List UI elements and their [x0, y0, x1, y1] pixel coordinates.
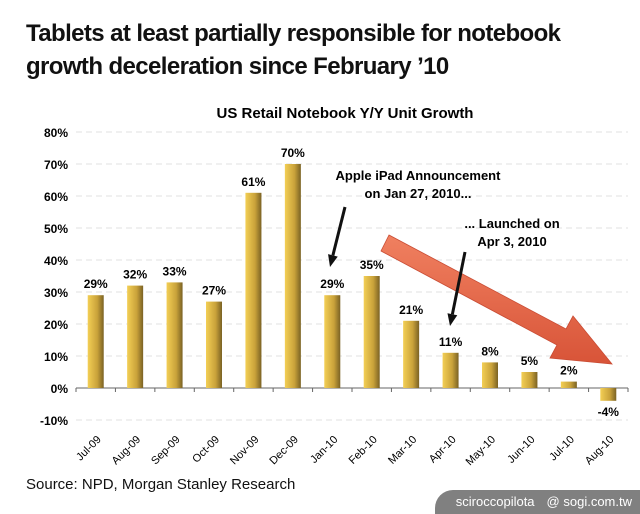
bar-Jul-10	[560, 381, 577, 388]
x-tick-label: Mar-10	[386, 434, 419, 467]
data-label: 70%	[281, 146, 305, 160]
bar-May-10	[482, 362, 498, 388]
data-label: 2%	[560, 364, 578, 378]
bar-Nov-09	[245, 192, 262, 388]
y-tick-label: 70%	[44, 158, 68, 172]
x-tick-label: Aug-10	[583, 434, 617, 468]
headline-line-1: Tablets at least partially responsible f…	[26, 20, 561, 47]
y-tick-label: 20%	[44, 318, 68, 332]
y-tick-label: 10%	[44, 350, 68, 364]
y-tick-label: 60%	[44, 190, 68, 204]
headline-line-2: growth deceleration since February ’10	[26, 53, 449, 80]
data-label: 11%	[439, 335, 463, 349]
bar-Apr-10	[442, 352, 459, 388]
pointer-arrow-launch	[447, 251, 467, 326]
data-label: 61%	[241, 175, 265, 189]
data-label: 8%	[481, 344, 499, 358]
bar-Aug-10	[600, 388, 617, 401]
bar-Feb-10	[363, 276, 380, 388]
y-tick-label: 80%	[44, 126, 68, 140]
annotation-announcement-line-2: on Jan 27, 2010...	[365, 186, 472, 201]
bar-Sep-09	[166, 282, 183, 388]
watermark: sciroccopilota @ sogi.com.tw	[435, 490, 640, 514]
trend-arrow	[380, 234, 613, 365]
x-tick-label: Jan-10	[308, 434, 340, 466]
bar-Dec-09	[284, 164, 301, 388]
data-label: -4%	[598, 405, 620, 419]
data-label: 27%	[202, 284, 226, 298]
y-tick-label: 0%	[51, 382, 69, 396]
bar-Jul-09	[87, 295, 104, 388]
watermark-site: @ sogi.com.tw	[546, 494, 632, 509]
annotation-announcement-line-1: Apple iPad Announcement	[336, 168, 502, 183]
data-label: 32%	[123, 268, 147, 282]
y-tick-label: 30%	[44, 286, 68, 300]
x-tick-label: Nov-09	[228, 434, 262, 468]
x-tick-label: Jul-09	[74, 434, 104, 464]
bar-Oct-09	[206, 301, 222, 388]
bar-Aug-09	[127, 285, 144, 388]
x-tick-label: Oct-09	[190, 434, 222, 466]
x-tick-label: Sep-09	[149, 434, 183, 468]
data-label: 21%	[399, 303, 423, 317]
x-tick-label: Aug-09	[110, 434, 144, 468]
annotation-launch-line-2: Apr 3, 2010	[477, 234, 546, 249]
x-tick-label: Jun-10	[505, 434, 537, 466]
y-tick-label: -10%	[40, 414, 68, 428]
annotation-launch-line-1: ... Launched on	[464, 216, 559, 231]
chart-title: US Retail Notebook Y/Y Unit Growth	[217, 105, 474, 122]
x-tick-label: Feb-10	[347, 434, 380, 467]
data-label: 5%	[521, 354, 539, 368]
bar-Mar-10	[403, 320, 420, 388]
x-tick-label: Dec-09	[267, 434, 301, 468]
y-tick-label: 40%	[44, 254, 68, 268]
bar-Jun-10	[521, 372, 538, 388]
x-tick-label: Apr-10	[427, 434, 459, 466]
pointer-arrow-announcement	[328, 206, 347, 267]
data-label: 29%	[84, 277, 108, 291]
x-tick-label: May-10	[464, 434, 498, 468]
watermark-user: sciroccopilota	[455, 494, 535, 509]
data-label: 35%	[360, 258, 384, 272]
bar-Jan-10	[324, 295, 341, 388]
source-note: Source: NPD, Morgan Stanley Research	[26, 476, 296, 493]
data-label: 29%	[320, 277, 344, 291]
y-tick-label: 50%	[44, 222, 68, 236]
x-tick-label: Jul-10	[547, 434, 577, 464]
data-label: 33%	[163, 264, 187, 278]
